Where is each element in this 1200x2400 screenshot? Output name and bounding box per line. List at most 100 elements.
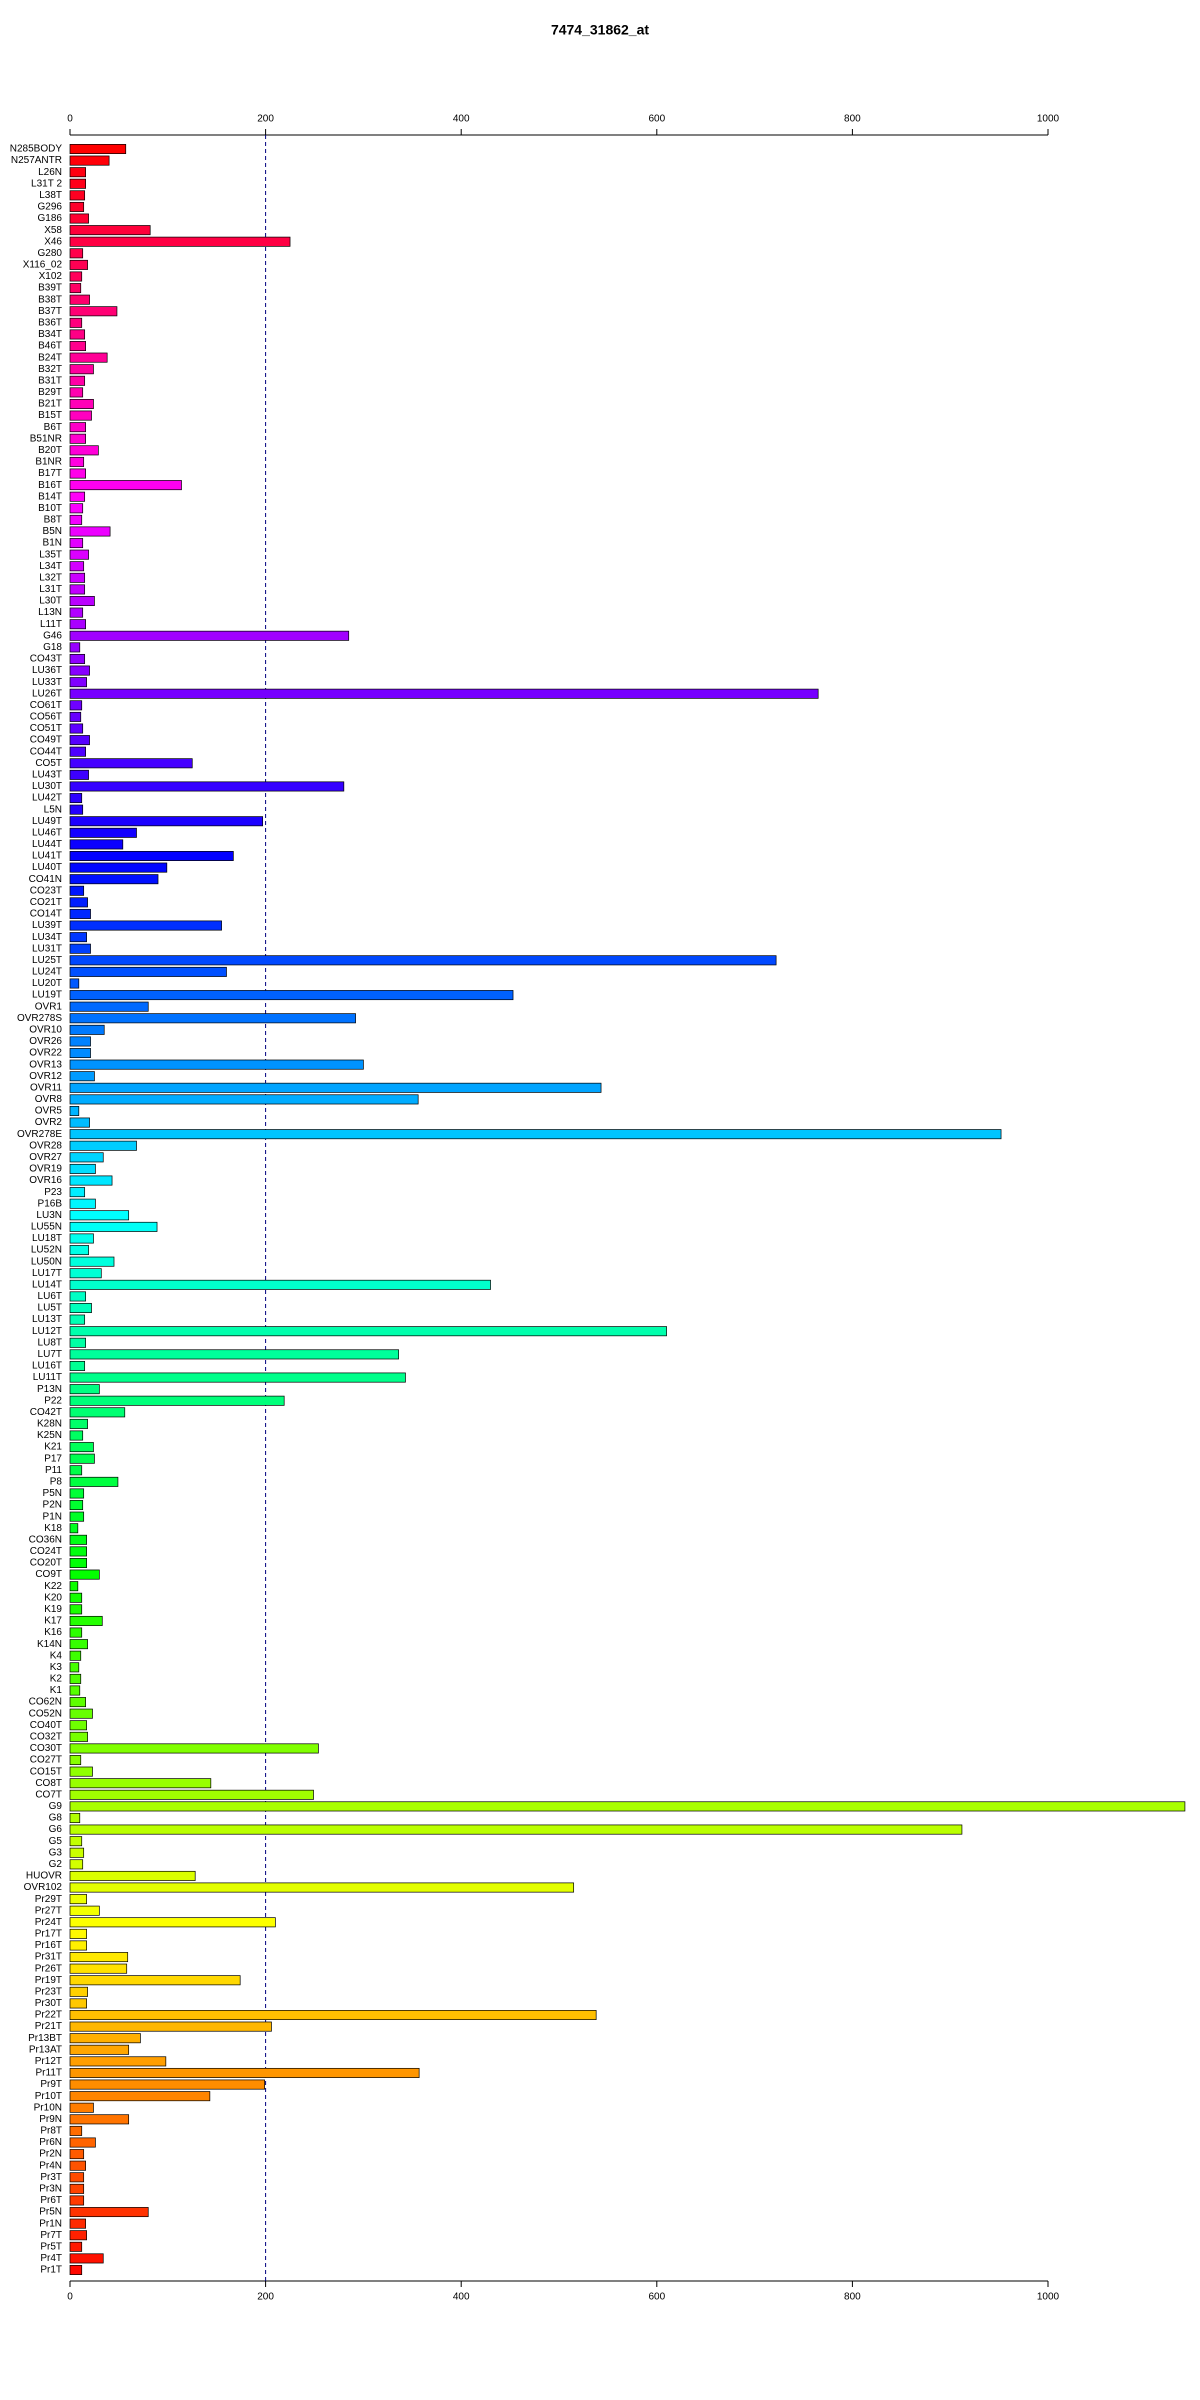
y-tick-label: LU44T: [32, 839, 62, 850]
bar: [69, 700, 83, 711]
bar: [69, 1511, 85, 1522]
y-tick-label: CO14T: [30, 909, 62, 920]
y-tick-label: G296: [38, 202, 63, 213]
y-tick-label: L32T: [39, 572, 62, 583]
y-tick-label: B29T: [38, 387, 62, 398]
bar: [69, 259, 88, 270]
y-tick-label: OVR11: [30, 1082, 62, 1093]
bar: [69, 167, 86, 178]
bar: [69, 2149, 85, 2160]
bar: [69, 1001, 149, 1012]
y-tick-label: P22: [44, 1395, 62, 1406]
bar: [69, 653, 86, 664]
bar: [69, 1847, 85, 1858]
y-tick-label: B51NR: [30, 433, 62, 444]
bar: [69, 1453, 95, 1464]
y-tick-label: LU25T: [32, 955, 62, 966]
y-tick-label: Pr31T: [35, 1952, 62, 1963]
bar: [69, 851, 234, 861]
y-tick-label: P13N: [37, 1384, 62, 1395]
bar: [69, 1662, 80, 1673]
y-tick-label: OVR2: [35, 1117, 63, 1128]
bar: [69, 665, 90, 676]
bar: [69, 1778, 212, 1789]
y-tick-label: LU14T: [32, 1279, 62, 1290]
bar: [69, 213, 89, 224]
y-tick-label: B14T: [38, 491, 62, 502]
bar: [69, 2241, 83, 2252]
bar: [69, 1407, 126, 1418]
y-tick-label: L35T: [39, 549, 62, 560]
y-tick-label: B6T: [44, 422, 62, 433]
y-tick-label: CO49T: [30, 735, 62, 746]
bar: [69, 1129, 1002, 1140]
y-tick-label: LU30T: [32, 781, 62, 792]
y-tick-label: LU36T: [32, 665, 62, 676]
y-tick-label: K25N: [37, 1430, 62, 1441]
x-tick-label: 800: [844, 2292, 861, 2303]
bar: [69, 1442, 94, 1453]
bar: [69, 317, 83, 328]
y-tick-label: P23: [44, 1187, 62, 1198]
x-tick-label: 600: [648, 114, 665, 125]
bar: [69, 630, 350, 641]
bar: [69, 2056, 167, 2067]
bar: [69, 561, 85, 572]
y-tick-label: B39T: [38, 283, 62, 294]
bar: [69, 1036, 91, 1047]
bar: [69, 422, 86, 433]
y-tick-label: CO62N: [29, 1697, 62, 1708]
bar: [69, 2160, 86, 2171]
bar: [69, 2172, 85, 2183]
y-tick-label: K2: [50, 1674, 63, 1685]
bar: [69, 1326, 667, 1337]
y-tick-label: Pr2N: [39, 2149, 62, 2160]
bar: [69, 1187, 86, 1198]
bar: [69, 2102, 94, 2113]
bar: [69, 248, 84, 259]
y-tick-label: Pr3N: [39, 2184, 62, 2195]
y-tick-label: CO52N: [29, 1708, 62, 1719]
bar: [69, 1639, 88, 1650]
y-tick-label: Pr29T: [35, 1894, 62, 1905]
y-tick-label: L31T 2: [31, 178, 62, 189]
bar: [69, 1650, 82, 1661]
bar: [69, 1975, 241, 1986]
y-tick-label: OVR1: [35, 1001, 63, 1012]
y-tick-label: G6: [49, 1824, 63, 1835]
y-tick-label: P1N: [43, 1511, 62, 1522]
bar: [69, 1013, 356, 1024]
bar: [69, 2218, 86, 2229]
y-tick-label: B1N: [43, 538, 62, 549]
bar: [69, 155, 110, 166]
bar: [69, 932, 87, 943]
bar: [69, 735, 90, 746]
y-tick-label: CO23T: [30, 885, 62, 896]
y-tick-label: B38T: [38, 294, 62, 305]
bar: [69, 816, 264, 827]
bar: [69, 2137, 96, 2148]
y-tick-label: LU6T: [38, 1291, 62, 1302]
bar: [69, 456, 85, 467]
y-tick-label: L26N: [38, 167, 62, 178]
bar: [69, 1175, 113, 1186]
y-tick-label: G186: [38, 213, 63, 224]
y-tick-label: Pr6N: [39, 2137, 62, 2148]
y-tick-label: K22: [44, 1581, 62, 1592]
bar: [69, 804, 84, 815]
bar: [69, 2021, 272, 2032]
y-tick-label: LU55N: [31, 1222, 62, 1233]
bar: [69, 387, 84, 398]
bar: [69, 1952, 129, 1963]
bar: [69, 1592, 83, 1603]
bar: [69, 596, 95, 607]
y-tick-label: G5: [49, 1836, 63, 1847]
y-tick-label: Pr13BT: [28, 2033, 62, 2044]
bar: [69, 1384, 100, 1395]
bar: [69, 1615, 103, 1626]
bar: [69, 862, 168, 873]
bar: [69, 1163, 96, 1174]
y-tick-label: Pr8T: [40, 2126, 62, 2137]
bar: [69, 1905, 100, 1916]
y-tick-label: X58: [44, 225, 62, 236]
